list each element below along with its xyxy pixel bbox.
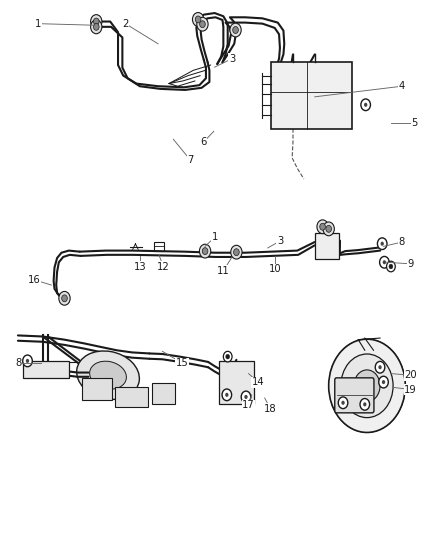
Circle shape — [93, 18, 99, 25]
Text: 8: 8 — [399, 237, 405, 247]
Circle shape — [195, 16, 201, 23]
Text: 2: 2 — [122, 19, 129, 29]
Circle shape — [23, 355, 32, 367]
Circle shape — [364, 103, 367, 107]
Bar — [154, 242, 164, 251]
Text: 4: 4 — [399, 81, 405, 91]
Circle shape — [389, 264, 393, 269]
Circle shape — [338, 397, 348, 409]
Circle shape — [378, 365, 381, 369]
Circle shape — [91, 14, 102, 28]
Circle shape — [233, 27, 238, 34]
Text: 18: 18 — [264, 403, 277, 414]
Text: 3: 3 — [229, 54, 235, 63]
Circle shape — [341, 401, 345, 405]
Bar — [315, 233, 339, 259]
Text: 8: 8 — [16, 358, 22, 368]
Circle shape — [379, 376, 389, 388]
Circle shape — [226, 354, 230, 359]
Text: 5: 5 — [412, 118, 418, 128]
Text: 17: 17 — [242, 400, 255, 410]
Circle shape — [363, 402, 367, 406]
Text: 7: 7 — [187, 156, 194, 165]
Circle shape — [233, 249, 239, 256]
Circle shape — [199, 244, 211, 258]
Circle shape — [202, 248, 208, 255]
Circle shape — [381, 241, 384, 246]
Bar — [23, 361, 69, 378]
Circle shape — [244, 395, 247, 399]
Circle shape — [197, 17, 208, 31]
Circle shape — [223, 351, 232, 362]
Text: 9: 9 — [407, 259, 413, 269]
Circle shape — [382, 380, 385, 384]
Circle shape — [375, 361, 385, 373]
Bar — [116, 387, 148, 407]
Text: 19: 19 — [404, 384, 417, 394]
Circle shape — [62, 295, 67, 302]
FancyBboxPatch shape — [271, 62, 352, 128]
Circle shape — [361, 99, 371, 111]
Circle shape — [200, 21, 205, 28]
Circle shape — [231, 245, 242, 259]
Text: 15: 15 — [176, 358, 188, 368]
Text: 20: 20 — [404, 370, 417, 380]
Circle shape — [241, 391, 251, 403]
Circle shape — [380, 256, 389, 268]
Text: 3: 3 — [277, 236, 283, 246]
Ellipse shape — [77, 351, 139, 399]
Text: 14: 14 — [252, 377, 265, 387]
Bar — [82, 378, 113, 400]
Circle shape — [317, 220, 328, 233]
Circle shape — [387, 261, 395, 272]
Text: 1: 1 — [35, 19, 42, 29]
Circle shape — [354, 370, 380, 402]
Text: 10: 10 — [268, 264, 281, 274]
Circle shape — [26, 359, 29, 363]
Text: 13: 13 — [134, 262, 146, 271]
Circle shape — [225, 393, 229, 397]
Circle shape — [93, 23, 99, 30]
Ellipse shape — [90, 361, 127, 389]
Text: 11: 11 — [217, 266, 230, 276]
Bar — [152, 383, 176, 405]
Text: 16: 16 — [28, 274, 40, 285]
Circle shape — [326, 225, 332, 232]
Circle shape — [383, 260, 386, 264]
Circle shape — [320, 223, 325, 230]
Circle shape — [91, 20, 102, 34]
Circle shape — [323, 222, 334, 236]
FancyBboxPatch shape — [335, 378, 374, 413]
Circle shape — [230, 23, 241, 37]
Circle shape — [222, 389, 232, 401]
Circle shape — [378, 238, 387, 249]
Circle shape — [360, 399, 370, 410]
Text: 6: 6 — [201, 137, 207, 147]
Circle shape — [59, 292, 70, 305]
Text: 12: 12 — [157, 262, 170, 271]
Text: 1: 1 — [212, 232, 218, 243]
Circle shape — [192, 12, 204, 26]
Circle shape — [328, 339, 405, 432]
Bar — [219, 361, 254, 405]
Circle shape — [341, 354, 393, 418]
